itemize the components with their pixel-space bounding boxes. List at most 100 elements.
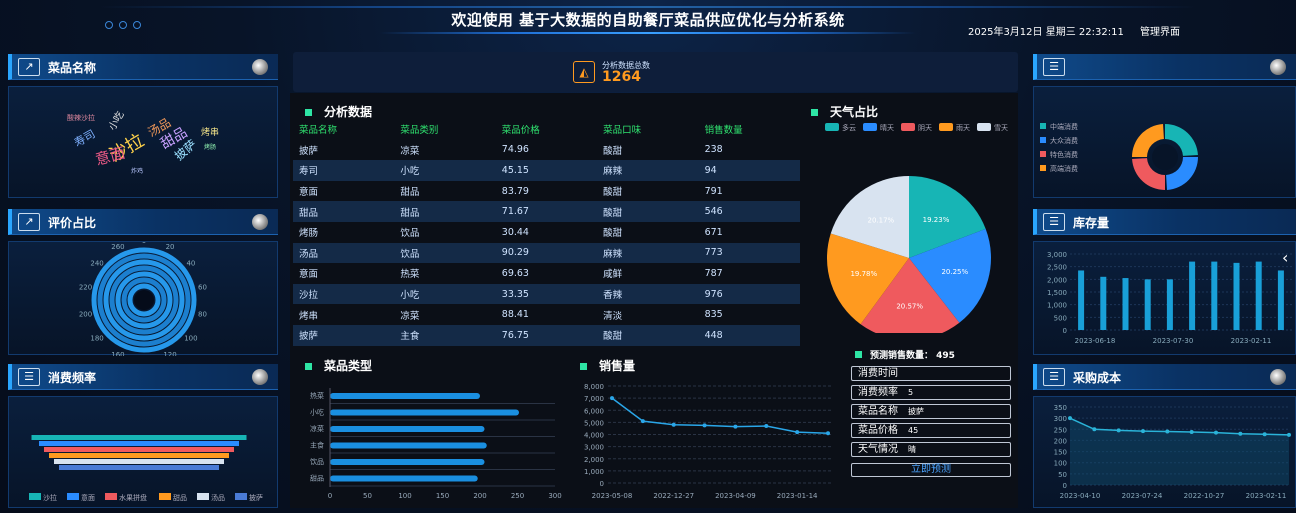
category-label: 热菜 <box>310 391 324 400</box>
settings-knob-icon[interactable] <box>252 59 268 75</box>
bar[interactable] <box>1078 270 1085 330</box>
bar[interactable] <box>330 393 480 399</box>
bar[interactable] <box>330 426 485 432</box>
bar[interactable] <box>1211 261 1218 330</box>
table-row[interactable]: 意面 热菜 69.63 咸鲜 787 <box>293 263 800 284</box>
bar[interactable] <box>1100 276 1107 330</box>
data-point[interactable] <box>640 419 645 424</box>
funnel-layer[interactable] <box>39 441 239 446</box>
donut-slice[interactable] <box>1165 124 1198 156</box>
bar[interactable] <box>330 442 487 449</box>
field-value[interactable]: 披萨 <box>908 407 924 416</box>
bar[interactable] <box>1277 270 1284 330</box>
pie-slice[interactable] <box>827 233 909 325</box>
legend-label: 大众消费 <box>1050 136 1078 145</box>
bar[interactable] <box>1233 262 1240 330</box>
table-cell: 83.79 <box>501 185 529 197</box>
donut-slice[interactable] <box>1132 158 1165 190</box>
table-cell: 88.41 <box>501 309 529 321</box>
bar[interactable] <box>1255 261 1262 330</box>
table-row[interactable]: 甜品 甜品 71.67 酸甜 546 <box>293 201 800 222</box>
table-row[interactable]: 烤串 凉菜 88.41 清淡 835 <box>293 304 800 325</box>
table-row[interactable]: 烤肠 饮品 30.44 酸甜 671 <box>293 222 800 243</box>
data-point[interactable] <box>1287 432 1291 437</box>
data-point[interactable] <box>764 424 769 429</box>
pie-slice[interactable] <box>909 228 991 323</box>
table-cell: 酸甜 <box>603 187 623 199</box>
data-point[interactable] <box>1189 429 1194 434</box>
x-tick-label: 100 <box>398 492 411 500</box>
field-label: 消费频率 <box>858 387 898 398</box>
legend-label: 阴天 <box>918 123 932 132</box>
predict-field[interactable]: 天气情况 晴 <box>851 442 1011 457</box>
table-cell: 76.75 <box>501 329 529 341</box>
bar[interactable] <box>330 409 519 416</box>
predict-field[interactable]: 消费时间 <box>851 366 1011 381</box>
table-cell: 30.44 <box>501 226 529 238</box>
bar[interactable] <box>1166 279 1173 330</box>
predict-field[interactable]: 菜品价格 45 <box>851 423 1011 438</box>
data-point[interactable] <box>1116 428 1121 433</box>
field-value[interactable]: 5 <box>908 388 914 397</box>
table-cell: 咸鲜 <box>603 269 623 281</box>
data-point[interactable] <box>1238 431 1243 436</box>
admin-link[interactable]: 管理界面 <box>1140 27 1180 38</box>
table-cell: 麻辣 <box>603 248 623 260</box>
funnel-layer[interactable] <box>59 465 219 470</box>
data-point[interactable] <box>1068 416 1072 421</box>
bar[interactable] <box>330 459 485 465</box>
table-cell: 凉菜 <box>400 145 420 157</box>
settings-knob-icon[interactable] <box>1270 59 1286 75</box>
funnel-layer[interactable] <box>54 459 224 464</box>
table-row[interactable]: 披萨 凉菜 74.96 酸甜 238 <box>293 140 800 161</box>
data-point[interactable] <box>702 423 707 428</box>
legend-swatch <box>105 493 117 500</box>
slice-label: 19.78% <box>850 270 877 278</box>
y-tick-label: 4,000 <box>584 432 604 440</box>
bar[interactable] <box>330 475 478 482</box>
bar[interactable] <box>1122 278 1129 330</box>
funnel-layer[interactable] <box>49 453 229 458</box>
dish-names-header: ↗ 菜品名称 <box>8 54 278 80</box>
table-row[interactable]: 披萨 主食 76.75 酸甜 448 <box>293 324 800 346</box>
data-point[interactable] <box>671 422 676 427</box>
pie-slice[interactable] <box>909 176 986 258</box>
data-point[interactable] <box>795 430 800 435</box>
data-point[interactable] <box>1214 430 1218 435</box>
table-row[interactable]: 汤品 饮品 90.29 麻辣 773 <box>293 242 800 264</box>
table-row[interactable]: 意面 甜品 83.79 酸甜 791 <box>293 181 800 202</box>
bar[interactable] <box>1189 261 1196 330</box>
table-cell: 546 <box>704 206 723 218</box>
bar[interactable] <box>1144 279 1151 330</box>
table-cell: 835 <box>704 309 723 321</box>
y-tick-label: 0 <box>1063 482 1067 490</box>
donut-slice[interactable] <box>1132 124 1164 157</box>
donut-slice[interactable] <box>1166 157 1198 190</box>
slice-label: 20.57% <box>896 303 923 311</box>
predict-field[interactable]: 消费频率 5 <box>851 385 1011 400</box>
data-point[interactable] <box>1165 429 1170 434</box>
table-row[interactable]: 沙拉 小吃 33.35 香辣 976 <box>293 283 800 305</box>
legend-swatch <box>29 493 41 500</box>
data-point[interactable] <box>1141 429 1145 434</box>
settings-knob-icon[interactable] <box>1270 369 1286 385</box>
data-point[interactable] <box>1092 427 1097 432</box>
data-point[interactable] <box>826 431 830 436</box>
field-value[interactable]: 晴 <box>908 445 916 454</box>
pie-slice[interactable] <box>830 176 909 258</box>
settings-knob-icon[interactable] <box>252 369 268 385</box>
data-point[interactable] <box>1262 432 1267 437</box>
predict-button[interactable]: 立即预测 <box>851 463 1011 477</box>
data-point[interactable] <box>733 424 738 429</box>
funnel-layer[interactable] <box>31 435 247 440</box>
table-cell: 清淡 <box>603 310 623 322</box>
chevron-left-icon[interactable]: ‹ <box>1282 248 1289 267</box>
table-row[interactable]: 寿司 小吃 45.15 麻辣 94 <box>293 160 800 181</box>
data-point[interactable] <box>610 396 614 401</box>
funnel-layer[interactable] <box>44 447 234 452</box>
settings-knob-icon[interactable] <box>252 214 268 230</box>
predict-field[interactable]: 菜品名称 披萨 <box>851 404 1011 419</box>
pie-slice[interactable] <box>860 258 960 333</box>
field-value[interactable]: 45 <box>908 426 919 435</box>
polar-chart: 020406080100120140160180200220240260 <box>79 237 207 365</box>
